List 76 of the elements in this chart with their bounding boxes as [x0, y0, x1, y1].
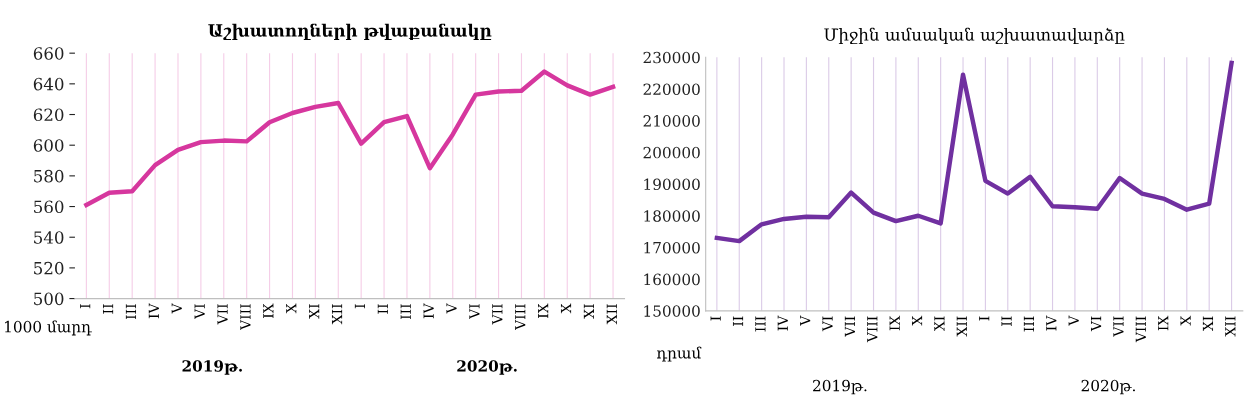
x-tick-label: VII: [1113, 316, 1124, 337]
y-tick-label: 500: [34, 292, 64, 306]
x-tick-label: XII: [1225, 316, 1236, 337]
text: 2019թ.: [182, 360, 242, 375]
y-axis-title: 1000 մարդ: [5, 320, 92, 336]
x-tick-label: XI: [583, 304, 594, 319]
x-tick-label: V: [1068, 315, 1079, 326]
x-tick-label: XI: [1202, 316, 1214, 331]
x-tick-label: XII: [606, 304, 617, 325]
y-tick-label: 230000: [643, 51, 700, 64]
y-tick-label: 640: [33, 77, 64, 91]
x-tick-label: IX: [1158, 315, 1169, 331]
x-tick-label: X: [286, 303, 297, 314]
x-tick-label: I: [979, 316, 990, 321]
x-tick-label: V: [800, 315, 811, 326]
x-tick-label: III: [125, 304, 137, 320]
x-tick-label: II: [1001, 316, 1012, 326]
x-tick-label: XI: [309, 304, 320, 319]
x-tick-label: I: [710, 316, 721, 321]
x-tick-label: IV: [1046, 315, 1057, 331]
x-tick-label: IX: [263, 303, 274, 319]
y-tick-label: 190000: [644, 178, 700, 191]
y-tick-label: 520: [34, 261, 64, 275]
x-tick-label: VI: [1091, 316, 1102, 332]
x-tick-label: IV: [777, 315, 788, 331]
x-tick-label: X: [911, 315, 923, 326]
x-tick-label: II: [377, 304, 388, 314]
x-tick-label: XII: [331, 304, 343, 325]
x-tick-label: VII: [844, 316, 855, 337]
x-tick-label: III: [1023, 316, 1034, 332]
x-tick-label: II: [102, 304, 114, 314]
chart-title: Միջին ամսական աշխատավարձը: [824, 27, 1125, 45]
x-tick-label: V: [171, 303, 182, 314]
x-tick-label: VIII: [515, 304, 526, 331]
y-tick-label: 150000: [644, 305, 700, 317]
x-tick-label: XII: [956, 316, 967, 337]
x-tick-label: I: [80, 304, 91, 309]
x-tick-label: IX: [889, 315, 900, 331]
y-tick-label: 580: [34, 169, 64, 183]
y-tick-label: 220000: [643, 83, 700, 95]
x-tick-label: VII: [492, 304, 503, 325]
y-tick-label: 200000: [643, 146, 700, 159]
x-tick-label: VI: [822, 316, 833, 332]
x-tick-label: VIII: [867, 316, 878, 343]
x-tick-label: V: [446, 303, 457, 314]
text: 2020թ.: [1081, 379, 1135, 395]
y-tick-label: 620: [33, 108, 64, 122]
x-tick-label: X: [560, 303, 572, 314]
x-tick-label: III: [755, 316, 766, 332]
x-tick-label: VI: [194, 304, 205, 320]
x-tick-label: IV: [148, 303, 159, 319]
x-tick-label: X: [1180, 315, 1191, 326]
x-tick-label: IV: [423, 303, 434, 319]
x-tick-label: VII: [217, 304, 228, 325]
y-tick-label: 160000: [644, 273, 700, 286]
line-series: [84, 69, 616, 208]
x-tick-label: VIII: [1135, 316, 1146, 343]
y-tick-label: 170000: [644, 241, 700, 254]
y-tick-label: 180000: [644, 210, 700, 222]
y-tick-label: 210000: [643, 115, 700, 127]
x-tick-label: I: [354, 304, 365, 309]
text: 2019թ.: [813, 379, 867, 395]
x-tick-label: II: [732, 316, 744, 326]
y-axis-title: դրամ: [656, 346, 702, 362]
x-tick-label: III: [400, 304, 411, 320]
x-tick-label: VI: [469, 304, 480, 320]
x-tick-label: IX: [538, 303, 549, 319]
y-tick-label: 660: [33, 47, 64, 60]
y-tick-label: 540: [34, 231, 64, 244]
line-series: [714, 60, 1234, 244]
text: 2020թ.: [457, 360, 517, 375]
x-tick-label: XI: [934, 316, 945, 331]
x-tick-label: VIII: [240, 304, 251, 331]
chart-title: Աշխատողների թվաքանակը: [208, 23, 492, 40]
y-tick-label: 600: [33, 139, 64, 152]
y-tick-label: 560: [34, 200, 64, 214]
